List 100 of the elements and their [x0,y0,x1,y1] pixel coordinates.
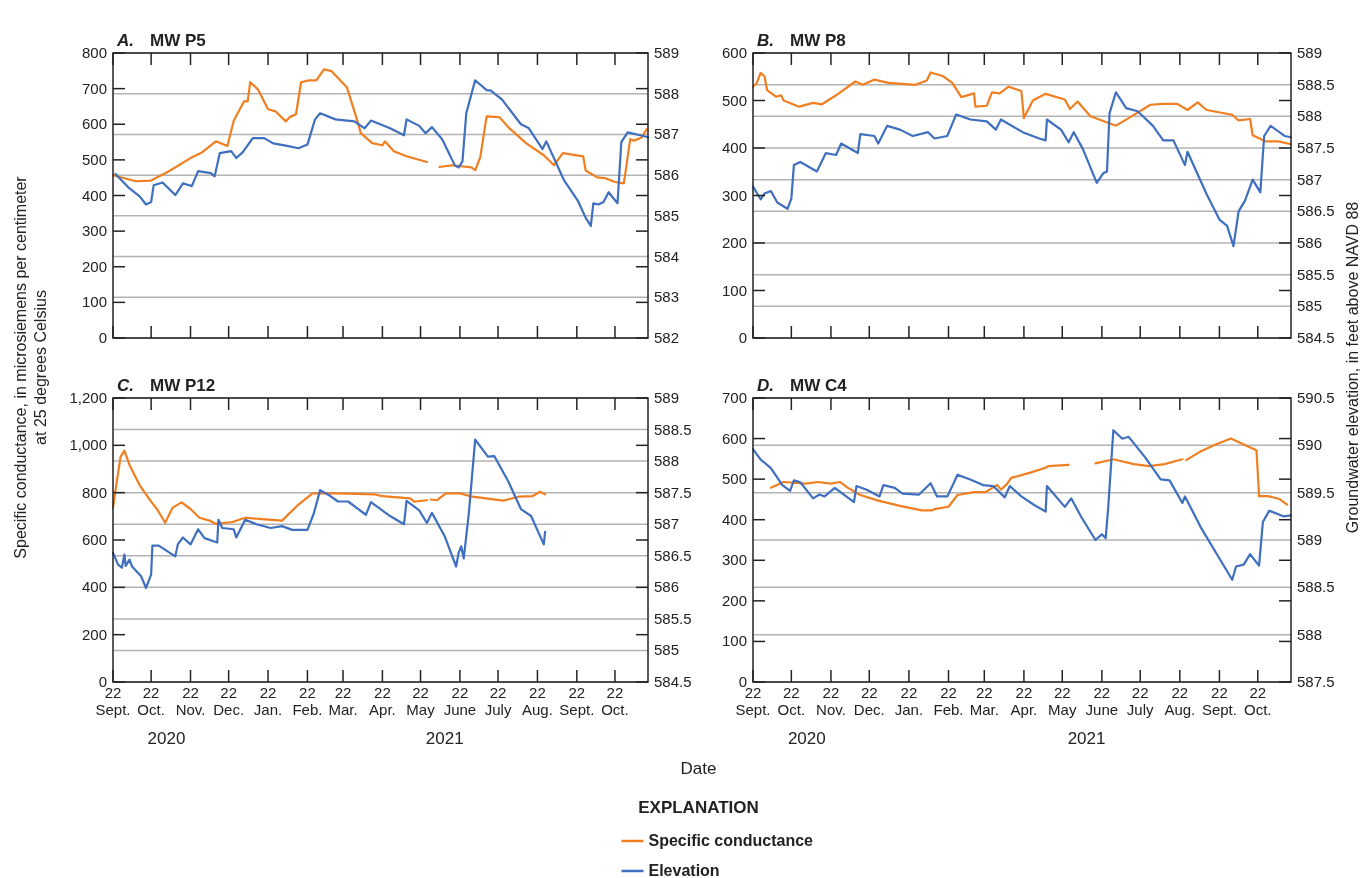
y-tick-label: 300 [721,186,747,204]
y2-tick-label: 586 [654,578,680,596]
y2-tick-label: 588 [654,452,680,470]
y2-tick-label: 585 [654,206,680,224]
y2-tick-label: 587.5 [1297,139,1335,156]
y-tick-label: 700 [721,389,747,406]
y2-tick-label: 590 [1297,436,1323,454]
y2-tick-label: 586 [1297,234,1323,251]
y-tick-label: 500 [81,150,107,168]
y2-tick-label: 588 [1297,107,1323,125]
y2-tick-label: 585 [654,641,680,659]
y-tick-label: 200 [81,625,107,643]
y-tick-label: 400 [81,186,107,204]
text: 2021 [1067,729,1106,748]
y-tick-label: 600 [81,115,107,133]
y-tick-label: 300 [721,551,747,569]
y-tick-label: 1,000 [69,436,107,454]
y-tick-label: 600 [81,531,107,548]
y2-tick-label: 587.5 [654,483,692,501]
y2-tick-label: 588 [654,84,680,102]
y2-tick-label: 584 [654,247,680,265]
y2-tick-label: 586.5 [1297,202,1335,220]
y-tick-label: 500 [721,470,747,488]
x-tick-label: 22 June [1085,684,1119,718]
x-tick-label: 22 Jan. [894,684,924,718]
y2-axis-title: Groundwater elevation, in feet above NAVD 88 [1344,201,1361,534]
x-tick-label: 22 May [406,684,436,718]
line-series [751,429,1293,581]
x-tick-label: 22 July [484,684,512,718]
legend-title: EXPLANATION [638,798,759,817]
y-tick-label: 600 [721,44,747,61]
y2-tick-label: 585.5 [654,609,692,627]
x-tick-label: 22 May [1048,684,1077,718]
y2-tick-label: 584.5 [654,673,692,690]
x-tick-label: 22 Dec. [853,684,885,718]
x-tick-label: 22 Dec. [213,684,245,718]
x-tick-label: 22 Aug. [522,684,553,718]
text: 2020 [147,729,186,748]
y2-tick-label: 587.5 [1297,673,1335,690]
y-axis-title: Specific conductance, in microsiemens per centimeter at 25 degrees Celsius [12,175,49,559]
y2-tick-label: 588.5 [1297,578,1335,596]
x-tick-label: 22 July [1126,684,1155,718]
x-tick-label: 22 Feb. [933,684,964,718]
y2-tick-label: 588.5 [1297,75,1335,93]
line-series [114,79,650,228]
y2-tick-label: 588.5 [654,420,692,438]
y2-tick-label: 589 [1297,44,1323,61]
y-tick-label: 200 [81,257,107,275]
y2-tick-label: 589.5 [1297,483,1335,501]
line-series [751,71,1293,146]
y2-tick-label: 588 [1297,625,1323,643]
y-tick-label: 300 [81,222,107,240]
x-tick-label: 22 Oct. [1244,684,1272,718]
y-tick-label: 100 [721,281,747,299]
y-tick-label: 100 [81,293,107,311]
y2-tick-label: 585.5 [1297,265,1335,283]
y2-tick-label: 587 [1297,170,1323,188]
y-tick-label: 200 [721,591,747,609]
y-tick-label: 0 [738,329,747,346]
x-tick-label: 22 Oct. [601,684,629,718]
x-tick-label: 22 Nov. [175,684,206,718]
y-tick-label: 500 [721,91,747,109]
y2-tick-label: 587 [654,125,680,143]
legend-label: Specific conductance [648,832,814,849]
x-tick-label: 22 Jan. [253,684,283,718]
y-tick-label: 800 [81,483,107,501]
chart-title: C. MW P12 [117,376,216,395]
y-tick-label: 400 [721,510,747,528]
y-tick-label: 400 [721,139,747,156]
line-series [111,438,547,590]
x-tick-label: 22 Aug. [1164,684,1196,718]
x-tick-label: 22 Sept. [1201,684,1237,718]
chart-title: A. MW P5 [116,31,206,50]
y2-tick-label: 585 [1297,297,1323,315]
text: 2021 [425,729,464,748]
y-tick-label: 100 [721,632,747,650]
y2-tick-label: 589 [654,44,680,61]
line-series [751,91,1293,248]
x-tick-label: 22 Apr. [1010,684,1038,718]
chart-title: B. MW P8 [757,31,846,50]
x-tick-label: 22 Sept. [559,684,595,718]
y-tick-label: 700 [81,79,107,97]
y-tick-label: 800 [81,44,107,61]
x-tick-label: 22 Mar. [969,684,999,718]
y2-tick-label: 586.5 [654,546,692,564]
y2-tick-label: 586 [654,166,680,184]
x-tick-label: 22 Apr. [369,684,396,718]
y-tick-label: 600 [721,429,747,447]
chart-title: D. MW C4 [757,376,848,395]
y-tick-label: 1,200 [69,389,107,406]
x-tick-label: 22 Mar. [328,684,358,718]
y-tick-label: 0 [98,329,107,346]
y2-tick-label: 587 [654,515,680,533]
y2-tick-label: 589 [654,389,680,406]
x-tick-label: 22 Nov. [816,684,846,718]
y-tick-label: 400 [81,578,107,596]
x-tick-label: 22 Feb. [292,684,323,718]
x-tick-label: 22 Oct. [777,684,806,718]
x-tick-label: 22 Oct. [137,684,165,718]
x-axis-title: Date [680,759,717,778]
